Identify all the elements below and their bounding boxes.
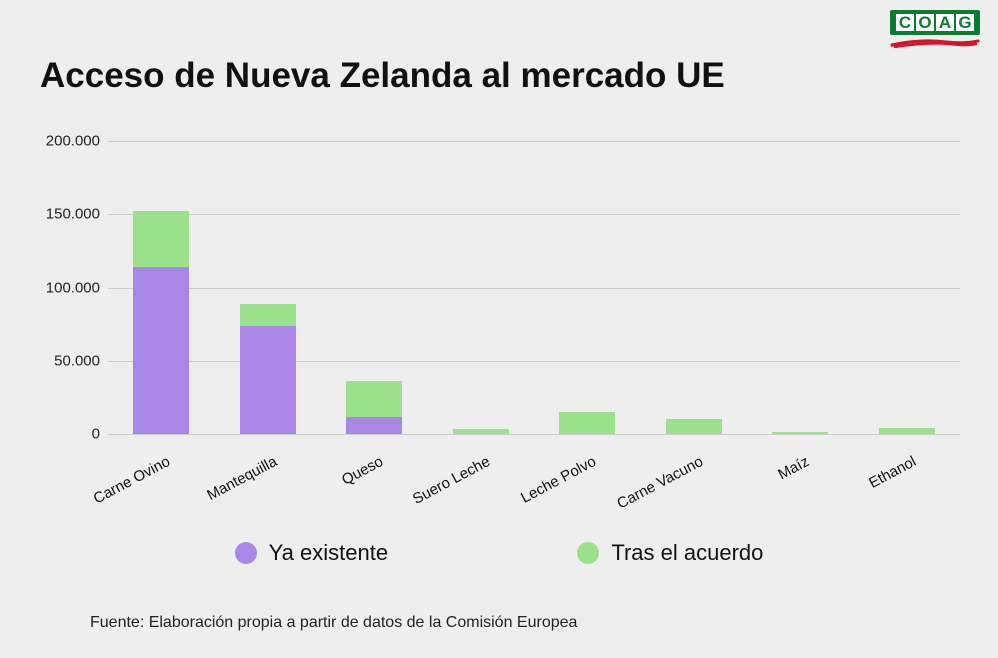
legend-item: Tras el acuerdo — [577, 540, 763, 566]
x-axis-label: Leche Polvo — [496, 453, 599, 519]
bar-segment — [666, 419, 722, 434]
x-axis-label: Ethanol — [815, 453, 918, 519]
x-axis-label: Carne Vacuno — [602, 453, 705, 519]
grid-line — [108, 434, 960, 435]
y-axis-label: 0 — [30, 426, 100, 443]
logo-letter: G — [956, 14, 974, 31]
logo-letters: COAG — [890, 10, 980, 35]
legend-swatch — [235, 542, 257, 564]
y-axis-label: 100.000 — [30, 279, 100, 296]
logo-letter: O — [916, 14, 934, 31]
bar-chart: 050.000100.000150.000200.000 Carne Ovino… — [30, 118, 970, 458]
logo-letter: C — [896, 14, 914, 31]
bar-segment — [346, 381, 402, 418]
y-axis-label: 150.000 — [30, 206, 100, 223]
chart-title: Acceso de Nueva Zelanda al mercado UE — [40, 56, 725, 96]
bar-segment — [133, 211, 189, 267]
x-axis-label: Suero Leche — [389, 453, 492, 519]
legend-swatch — [577, 542, 599, 564]
chart-legend: Ya existente Tras el acuerdo — [0, 540, 998, 566]
legend-item: Ya existente — [235, 540, 388, 566]
bar-segment — [879, 428, 935, 434]
bar-segment — [240, 304, 296, 326]
plot-area — [108, 141, 960, 434]
bar-segment — [133, 267, 189, 434]
source-citation: Fuente: Elaboración propia a partir de d… — [90, 614, 577, 632]
bar-segment — [240, 326, 296, 434]
bar-segment — [559, 412, 615, 434]
bar-segment — [346, 417, 402, 434]
logo-brush-stroke — [890, 38, 980, 48]
x-axis-label: Mantequilla — [176, 453, 279, 519]
x-axis-label: Carne Ovino — [70, 453, 173, 519]
brand-logo: COAG — [890, 10, 980, 53]
y-axis-label: 50.000 — [30, 352, 100, 369]
x-axis-label: Queso — [283, 453, 386, 519]
bar-segment — [453, 429, 509, 434]
legend-label: Ya existente — [269, 540, 388, 566]
bar-segment — [772, 432, 828, 434]
logo-letter: A — [936, 14, 954, 31]
x-axis-label: Maíz — [709, 453, 812, 519]
y-axis-label: 200.000 — [30, 133, 100, 150]
legend-label: Tras el acuerdo — [611, 540, 763, 566]
